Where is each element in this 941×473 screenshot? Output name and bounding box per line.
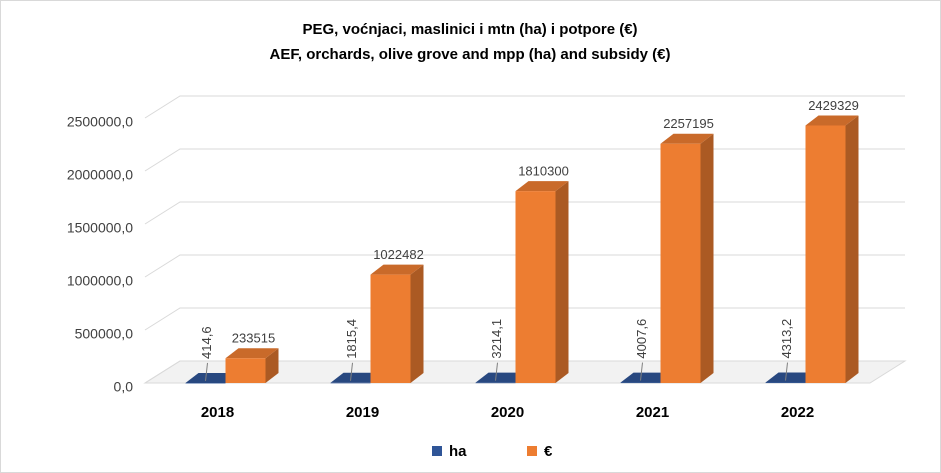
- value-label: 1815,4: [344, 319, 359, 359]
- value-label: 4007,6: [634, 319, 649, 359]
- chart-title: PEG, voćnjaci, maslinici i mtn (ha) i po…: [302, 21, 637, 38]
- bar-top: [660, 133, 714, 144]
- legend-swatch: [527, 446, 537, 456]
- y-tick-label: 1500000,0: [67, 220, 133, 236]
- y-tick-label: 500000,0: [75, 326, 134, 342]
- bar-front: [185, 382, 226, 384]
- value-label: 1022482: [373, 247, 424, 262]
- legend-label: €: [544, 443, 553, 460]
- value-label: 414,6: [199, 326, 214, 359]
- bar-side: [555, 181, 569, 383]
- bar-front: [765, 382, 806, 384]
- bar-side: [265, 348, 279, 383]
- bar: [660, 133, 714, 383]
- bar-front: [805, 125, 846, 384]
- bar-front: [620, 382, 661, 384]
- bar: [805, 115, 859, 384]
- bar: [370, 264, 424, 383]
- leader-line: [495, 362, 498, 381]
- bar-top: [370, 264, 424, 275]
- bar-front: [475, 382, 516, 384]
- bar-top: [185, 372, 239, 383]
- bar-front: [330, 382, 371, 384]
- chart-subtitle: AEF, orchards, olive grove and mpp (ha) …: [270, 46, 671, 63]
- x-tick-label: 2021: [636, 404, 669, 421]
- bar-side: [700, 133, 714, 383]
- bar-front: [660, 143, 701, 383]
- y-tick-label: 1000000,0: [67, 273, 133, 289]
- y-tick-label: 2000000,0: [67, 167, 133, 183]
- bar-top: [225, 348, 279, 359]
- bar-top: [330, 372, 384, 383]
- value-label: 2257195: [663, 116, 714, 131]
- bar: [225, 348, 279, 383]
- bar: [515, 181, 569, 383]
- bar-top: [515, 181, 569, 192]
- x-tick-label: 2020: [491, 404, 524, 421]
- bar-front: [515, 191, 556, 383]
- y-tick-label: 2500000,0: [67, 114, 133, 130]
- value-label: 233515: [232, 331, 275, 346]
- legend-label: ha: [449, 443, 467, 460]
- leader-line: [205, 362, 208, 382]
- bar-side: [410, 264, 424, 383]
- bar-top: [765, 372, 819, 383]
- y-tick-label: 0,0: [114, 379, 134, 395]
- grid-line: [144, 95, 905, 119]
- leader-line: [785, 362, 788, 381]
- bar-side: [845, 115, 859, 384]
- leader-line: [350, 362, 353, 381]
- value-label: 2429329: [808, 98, 859, 113]
- x-tick-label: 2019: [346, 404, 379, 421]
- value-label: 1810300: [518, 164, 569, 179]
- x-tick-label: 2022: [781, 404, 814, 421]
- bar-front: [370, 274, 411, 383]
- bar-top: [620, 372, 674, 383]
- bar-top: [805, 115, 859, 126]
- x-tick-label: 2018: [201, 404, 234, 421]
- legend-swatch: [432, 446, 442, 456]
- bar-top: [475, 372, 529, 383]
- value-label: 3214,1: [489, 319, 504, 359]
- bar-front: [225, 358, 266, 383]
- leader-line: [640, 362, 643, 381]
- value-label: 4313,2: [779, 319, 794, 359]
